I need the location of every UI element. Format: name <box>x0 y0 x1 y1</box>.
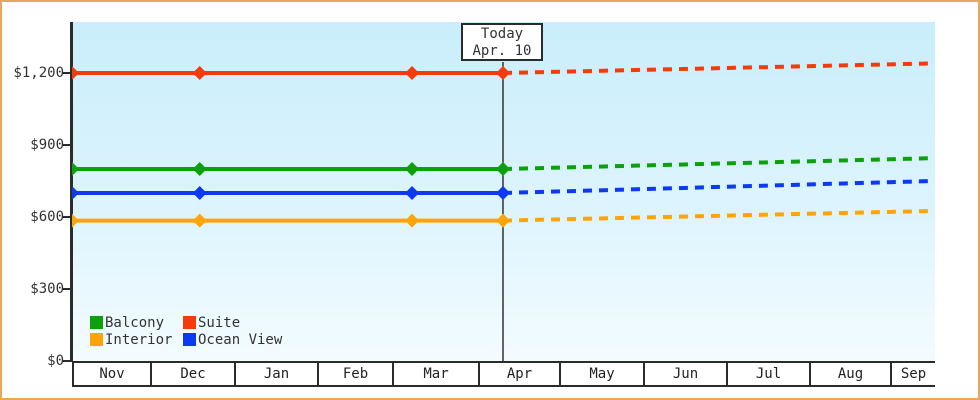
series-forecast-line <box>502 209 933 223</box>
legend-item: Interior <box>90 332 183 348</box>
series-marker <box>72 162 79 176</box>
series-forecast-line <box>502 61 933 75</box>
series-marker <box>405 186 420 200</box>
month-axis-band: Nov Dec Jan Feb Mar Apr May Jun Jul Aug Sep <box>72 361 935 387</box>
y-tick-label: $600 <box>30 209 64 225</box>
legend-row: Interior Ocean View <box>90 331 282 348</box>
legend-item: Balcony <box>90 315 183 331</box>
series-marker <box>192 162 207 176</box>
legend-swatch <box>183 333 196 346</box>
legend-swatch <box>90 333 103 346</box>
series-forecast-line <box>502 156 933 171</box>
legend-swatch <box>90 316 103 329</box>
month-cell: Mar <box>392 363 478 385</box>
legend-item: Suite <box>183 315 240 331</box>
month-cell: Jun <box>643 363 726 385</box>
today-annotation-box: Today Apr. 10 <box>461 23 543 61</box>
month-cell: Dec <box>150 363 234 385</box>
y-tick-mark <box>63 144 71 146</box>
series-marker <box>192 186 207 200</box>
y-tick-label: $900 <box>30 137 64 153</box>
y-tick-label: $1,200 <box>13 65 64 81</box>
legend-label: Suite <box>198 314 241 331</box>
month-cell: Jul <box>726 363 809 385</box>
legend-row: Balcony Suite <box>90 314 282 331</box>
series-marker <box>72 213 79 228</box>
month-cell: May <box>559 363 643 385</box>
month-cell: Sep <box>890 363 935 385</box>
y-tick-label: $0 <box>47 353 64 369</box>
series-marker <box>405 162 420 176</box>
series-marker <box>72 186 79 200</box>
legend-label: Balcony <box>105 314 165 331</box>
month-cell: Apr <box>478 363 559 385</box>
month-cell: Jan <box>234 363 317 385</box>
month-cell: Feb <box>317 363 392 385</box>
legend-label: Interior <box>105 331 173 348</box>
series-marker <box>496 162 510 176</box>
series-marker <box>405 66 420 80</box>
legend-label: Ocean View <box>198 331 283 348</box>
series-marker <box>496 213 510 228</box>
plot-svg <box>72 61 933 361</box>
y-tick-mark <box>63 360 71 362</box>
series-marker <box>496 186 510 200</box>
series-marker <box>192 66 207 80</box>
y-tick-mark <box>63 288 71 290</box>
today-label: Today <box>480 26 524 42</box>
legend-swatch <box>183 316 196 329</box>
series-forecast-line <box>502 179 933 195</box>
month-cell: Aug <box>809 363 890 385</box>
series-marker <box>405 213 420 228</box>
today-date: Apr. 10 <box>472 43 532 59</box>
series-marker <box>72 66 79 80</box>
legend-item: Ocean View <box>183 332 282 348</box>
month-cell: Nov <box>72 363 150 385</box>
y-tick-mark <box>63 72 71 74</box>
y-tick-mark <box>63 216 71 218</box>
y-tick-label: $300 <box>30 281 64 297</box>
chart-legend: Balcony Suite Interior Ocean View <box>90 314 282 348</box>
series-marker <box>496 66 510 80</box>
series-marker <box>192 213 207 228</box>
